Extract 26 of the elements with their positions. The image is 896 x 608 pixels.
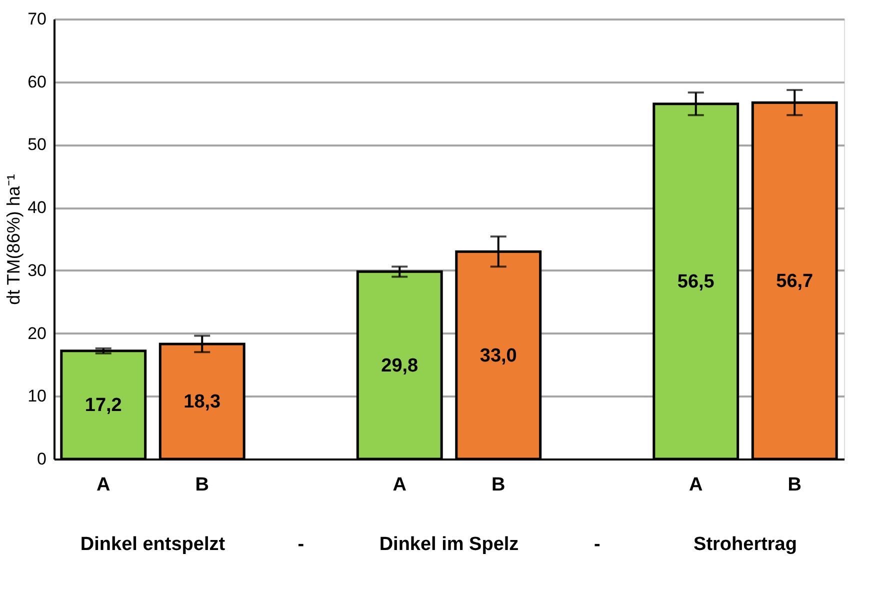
x-tick-label: A: [689, 474, 704, 496]
y-tick-label: 10: [28, 386, 46, 406]
y-tick-label: 70: [28, 10, 46, 28]
data-label: 17,2: [84, 394, 122, 416]
text: Dinkel im Spelz: [379, 534, 519, 555]
y-tick-label: 40: [28, 198, 46, 218]
y-tick-label: 20: [28, 324, 46, 343]
y-axis-title: dt TM(86%) ha⁻¹: [4, 174, 24, 305]
text: Dinkel entspelzt: [80, 534, 226, 555]
data-label: 56,5: [677, 271, 715, 292]
y-tick-label: 60: [28, 72, 46, 92]
text: Strohertrag: [694, 534, 797, 555]
x-tick-label: B: [492, 474, 506, 496]
x-tick-label: A: [96, 474, 111, 496]
data-label: 29,8: [381, 355, 418, 376]
y-tick-label: 30: [28, 260, 46, 280]
y-tick-label: 50: [28, 135, 46, 154]
data-label: 56,7: [776, 270, 814, 292]
y-tick-label: 0: [37, 450, 46, 468]
x-tick-label: B: [195, 474, 209, 496]
data-label: 18,3: [184, 391, 221, 412]
data-label: 33,0: [480, 345, 517, 366]
text: -: [298, 534, 304, 555]
x-tick-label: A: [392, 474, 407, 496]
text: -: [594, 534, 600, 555]
x-tick-label: B: [788, 474, 802, 496]
